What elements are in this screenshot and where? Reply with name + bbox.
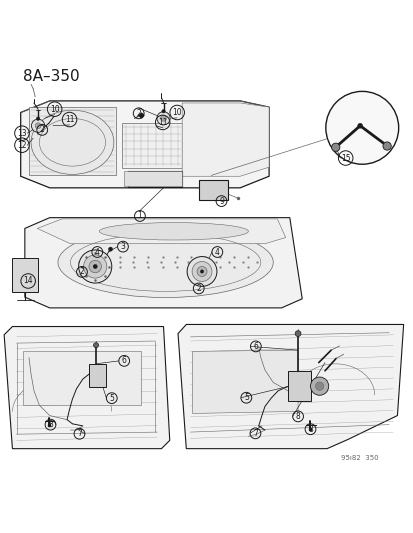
Circle shape [35, 123, 41, 128]
Bar [89, 364, 105, 386]
Circle shape [294, 330, 300, 336]
Circle shape [93, 343, 98, 348]
Text: 9: 9 [218, 197, 223, 206]
Circle shape [93, 264, 97, 269]
Text: 6: 6 [121, 357, 126, 366]
Polygon shape [37, 219, 285, 244]
Text: 7: 7 [77, 429, 82, 438]
Circle shape [161, 110, 165, 113]
Text: 8: 8 [295, 412, 300, 421]
Circle shape [157, 112, 170, 125]
Circle shape [36, 117, 40, 120]
Circle shape [331, 143, 339, 151]
Text: 7: 7 [252, 429, 257, 438]
Polygon shape [29, 107, 116, 175]
Ellipse shape [58, 227, 273, 297]
Text: 2: 2 [136, 109, 141, 118]
Text: 8: 8 [48, 420, 53, 429]
Text: 15: 15 [340, 154, 350, 163]
Circle shape [357, 123, 362, 128]
Text: 14: 14 [23, 277, 33, 286]
Circle shape [187, 256, 216, 286]
Circle shape [78, 250, 112, 283]
Circle shape [382, 142, 390, 150]
Text: 5: 5 [109, 394, 114, 402]
Circle shape [192, 262, 211, 281]
Circle shape [325, 91, 398, 164]
Text: 2: 2 [79, 268, 84, 277]
Bar [198, 180, 227, 200]
Bar [12, 258, 38, 292]
Polygon shape [21, 101, 268, 188]
Bar [287, 372, 310, 401]
Text: 4: 4 [214, 247, 219, 256]
Bar [128, 171, 182, 187]
Text: 5: 5 [243, 393, 248, 402]
Text: 3: 3 [120, 242, 125, 251]
Circle shape [160, 115, 166, 121]
Circle shape [197, 266, 206, 277]
Text: 2: 2 [196, 284, 201, 293]
Polygon shape [178, 325, 403, 449]
Text: 11: 11 [158, 118, 167, 127]
Text: 4: 4 [95, 247, 100, 256]
Circle shape [89, 260, 101, 273]
Text: 13: 13 [17, 128, 27, 138]
Text: 95ı82  350: 95ı82 350 [340, 455, 378, 461]
Circle shape [83, 255, 107, 278]
Polygon shape [4, 327, 169, 449]
Circle shape [200, 270, 203, 273]
Text: 10: 10 [50, 104, 59, 114]
Text: 6: 6 [253, 342, 258, 351]
Polygon shape [124, 171, 182, 186]
Text: 11: 11 [65, 115, 74, 124]
Circle shape [315, 382, 323, 390]
Text: 10: 10 [172, 108, 182, 117]
Circle shape [310, 377, 328, 395]
Bar [122, 123, 182, 168]
Polygon shape [25, 217, 301, 308]
Text: 8: 8 [307, 425, 312, 434]
Text: 8A–350: 8A–350 [23, 69, 79, 84]
Polygon shape [192, 350, 297, 414]
Circle shape [108, 247, 112, 251]
Ellipse shape [31, 110, 114, 174]
Polygon shape [23, 351, 140, 405]
Ellipse shape [99, 223, 248, 240]
Polygon shape [182, 103, 268, 176]
Circle shape [31, 119, 45, 132]
Text: 1: 1 [137, 212, 142, 221]
Text: 2: 2 [40, 125, 45, 134]
Text: 12: 12 [17, 141, 26, 150]
